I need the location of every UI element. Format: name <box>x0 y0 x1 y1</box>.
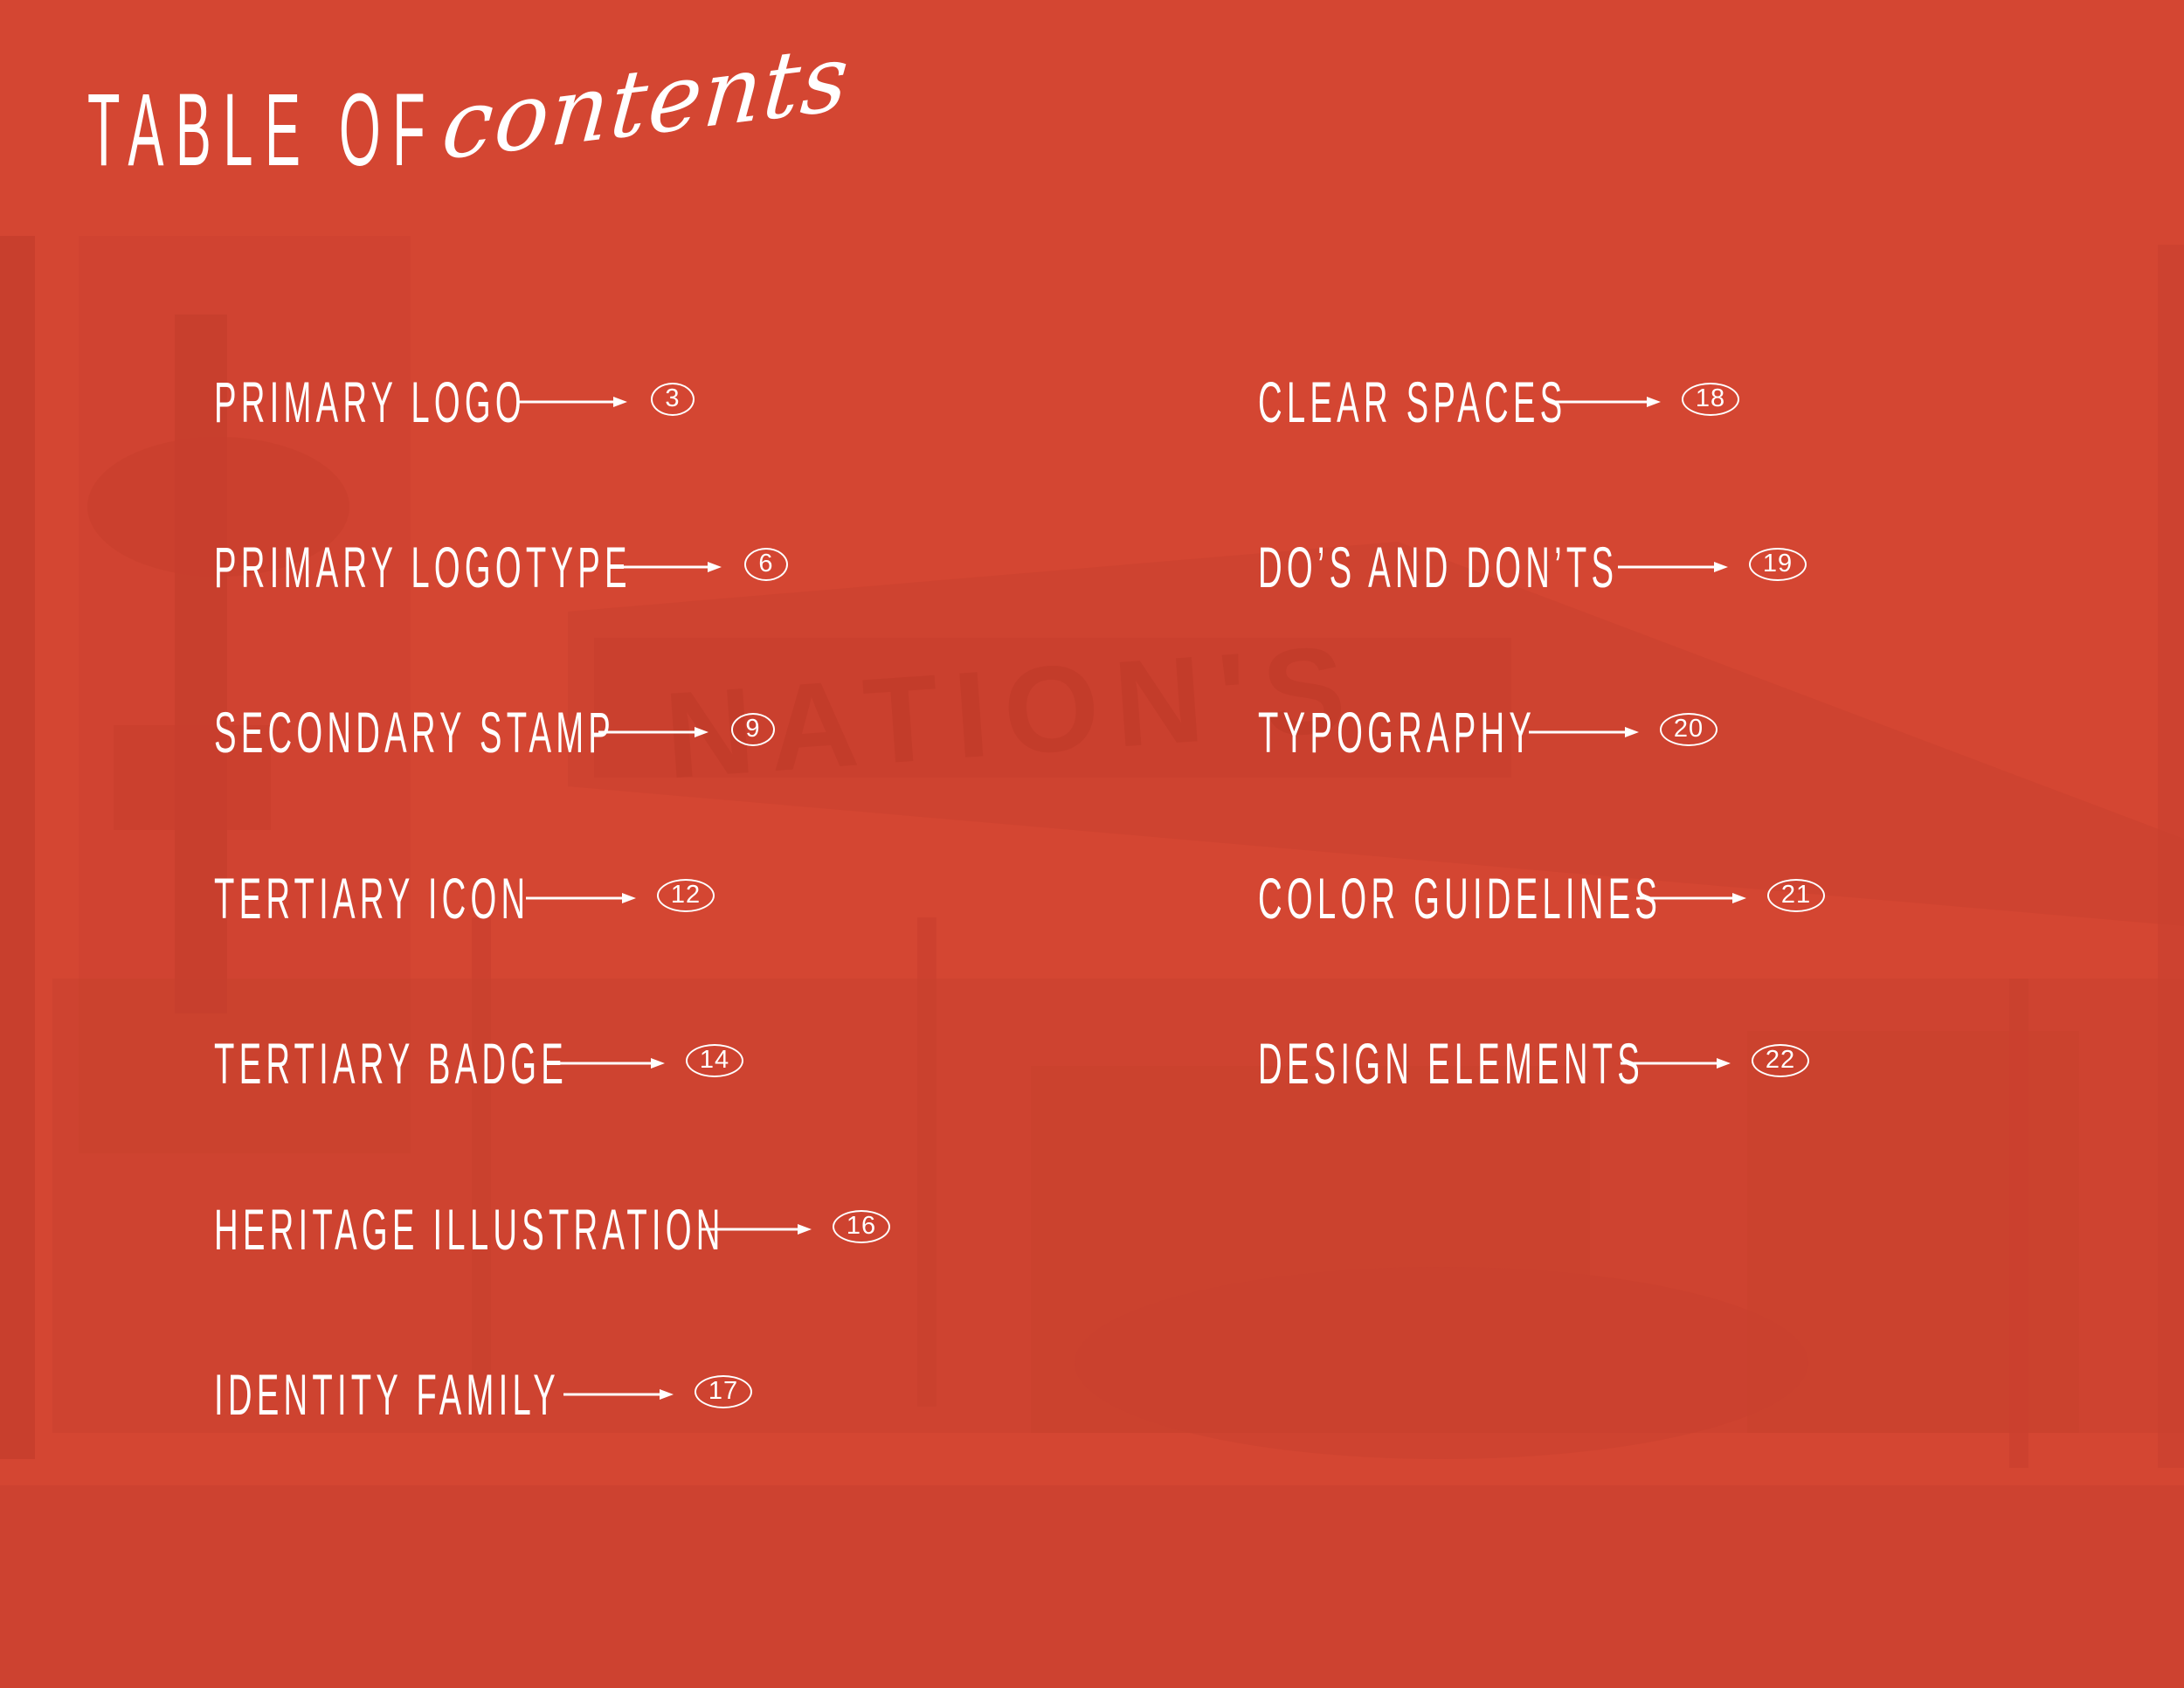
page-number-badge: 22 <box>1752 1044 1809 1077</box>
page-number-badge: 17 <box>695 1375 752 1408</box>
page-number-badge: 6 <box>744 548 788 581</box>
toc-entry-label: COLOR GUIDELINES <box>1258 866 1662 930</box>
page-number-badge: 14 <box>686 1044 743 1077</box>
right-arrow-icon <box>517 397 627 407</box>
right-arrow-icon <box>555 1058 665 1069</box>
page-number-badge: 20 <box>1660 713 1717 746</box>
right-arrow-icon <box>1551 397 1661 407</box>
toc-entry-label: IDENTITY FAMILY <box>214 1362 560 1427</box>
right-arrow-icon <box>702 1224 812 1235</box>
right-arrow-icon <box>563 1389 674 1400</box>
page-number-badge: 9 <box>731 713 775 746</box>
toc-entry-label: HERITAGE ILLUSTRATION <box>214 1197 725 1262</box>
page-number-badge: 12 <box>657 879 715 912</box>
right-arrow-icon <box>1636 893 1746 903</box>
right-arrow-icon <box>612 562 722 572</box>
page-number-badge: 21 <box>1767 879 1825 912</box>
right-arrow-icon <box>1529 727 1639 737</box>
title-script: contents <box>438 22 855 182</box>
right-arrow-icon <box>1618 562 1728 572</box>
toc-entry-label: PRIMARY LOGO <box>214 370 526 434</box>
title-caps: TABLE OF <box>87 73 438 188</box>
page-number-badge: 19 <box>1749 548 1807 581</box>
right-arrow-icon <box>598 727 708 737</box>
right-arrow-icon <box>1621 1058 1731 1069</box>
toc-entry-label: TERTIARY BADGE <box>214 1031 568 1096</box>
toc-entry-label: DO’S AND DON’TS <box>1258 535 1619 599</box>
page-number-badge: 16 <box>833 1210 890 1243</box>
page-number-badge: 18 <box>1682 383 1739 416</box>
toc-entry-label: DESIGN ELEMENTS <box>1258 1031 1645 1096</box>
toc-entry-label: SECONDARY STAMP <box>214 700 616 764</box>
toc-entry-label: PRIMARY LOGOTYPE <box>214 535 632 599</box>
toc-entry-label: TYPOGRAPHY <box>1258 700 1537 764</box>
toc-entry-label: TERTIARY ICON <box>214 866 530 930</box>
right-arrow-icon <box>526 893 636 903</box>
page-number-badge: 3 <box>651 383 695 416</box>
toc-entry-label: CLEAR SPACES <box>1258 370 1567 434</box>
